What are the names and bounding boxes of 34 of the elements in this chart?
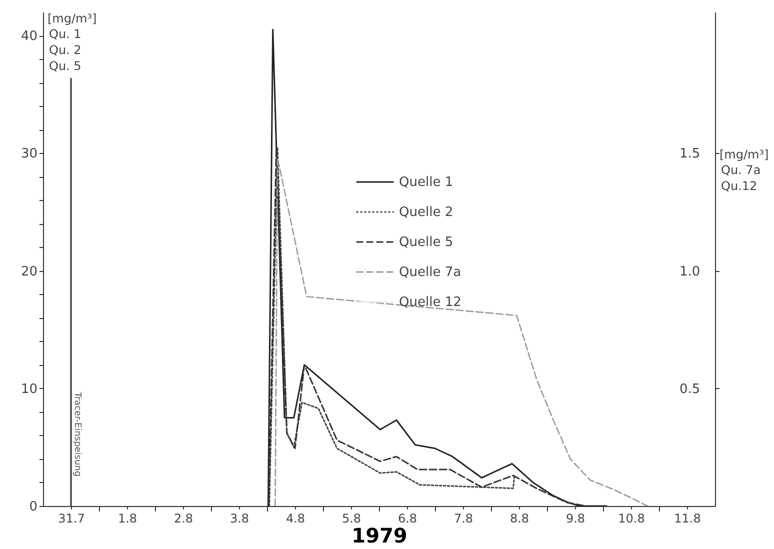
y-tick-label: 0	[29, 500, 38, 514]
x-tick-label: 6.8	[398, 512, 418, 526]
x-tick-label: 31.7	[58, 512, 85, 526]
x-tick-label: 7.8	[454, 512, 474, 526]
x-tick-label: 3.8	[230, 512, 250, 526]
ref-line-label: Tracer-Einspeisung	[72, 391, 82, 477]
y2-tick-label: 1.5	[680, 146, 700, 162]
y-tick-label: 20	[20, 264, 38, 280]
legend-label: Quelle 7a	[399, 265, 462, 280]
x-axis-title: 1979	[352, 524, 408, 548]
annotation: Qu. 1	[49, 27, 82, 41]
x-tick-label: 9.8	[566, 512, 586, 526]
legend-label: Quelle 5	[399, 235, 454, 250]
x-tick-label: 2.8	[174, 512, 194, 526]
y2-tick-label: 1.0	[680, 264, 700, 280]
legend-label: Quelle 1	[399, 175, 454, 190]
y-axis-title: [mg/m³]	[48, 12, 97, 26]
x-tick-label: 5.8	[342, 512, 362, 526]
y-tick-label: 30	[20, 146, 38, 162]
annotation: Qu. 5	[49, 59, 82, 73]
y2-tick-label: 0.5	[680, 382, 700, 397]
x-tick-label: 1.8	[118, 512, 138, 526]
x-tick-label: 10.8	[618, 512, 645, 526]
y2-axis-title: [mg/m³]	[720, 148, 769, 162]
legend-label: Quelle 12	[399, 295, 462, 310]
text: Qu. 7a	[721, 163, 761, 177]
x-tick-label: 11.8	[674, 512, 701, 526]
legend-label: Quelle 2	[399, 205, 454, 220]
annotation: Qu. 2	[49, 43, 82, 57]
x-tick-label: 4.8	[286, 512, 306, 526]
x-tick-label: 8.8	[510, 512, 530, 526]
y-tick-label: 10	[20, 382, 38, 397]
text: Qu.12	[721, 179, 758, 193]
y-tick-label: 40	[20, 29, 38, 44]
